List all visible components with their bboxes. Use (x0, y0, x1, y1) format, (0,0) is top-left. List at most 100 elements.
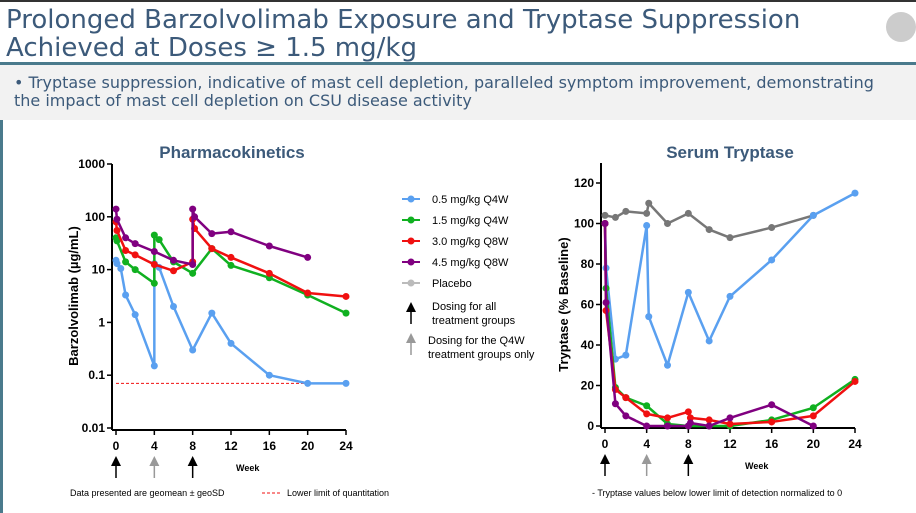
y-tick-label: 40 (581, 338, 595, 352)
data-point (208, 309, 216, 317)
data-point (705, 422, 713, 430)
legend-label: 1.5 mg/kg Q4W (432, 215, 509, 227)
data-point (112, 205, 120, 213)
data-point (208, 230, 216, 238)
y-tick-label: 0.01 (82, 421, 106, 435)
data-point (684, 288, 692, 296)
data-point (726, 420, 734, 428)
data-point (643, 209, 651, 217)
data-point (113, 215, 121, 223)
legend-dose-all: Dosing for all (432, 301, 496, 313)
y-tick-label: 20 (581, 379, 595, 393)
data-point (768, 256, 776, 264)
data-point (851, 377, 859, 385)
data-point (304, 289, 312, 297)
data-point (131, 251, 139, 259)
footnote-lloq: Lower limit of quantitation (287, 488, 389, 498)
data-point (113, 237, 121, 245)
legend-dose-q4w: Dosing for the Q4W (428, 335, 525, 347)
left-accent-bar (0, 120, 3, 513)
dosing-arrow-icon (111, 456, 121, 466)
dosing-all-arrow-icon (406, 302, 416, 312)
data-point (150, 279, 158, 287)
series-line (603, 223, 814, 428)
data-point (622, 412, 630, 420)
legend-label: 0.5 mg/kg Q4W (432, 194, 509, 206)
x-tick-label: 0 (113, 439, 120, 453)
data-point (150, 248, 158, 256)
data-point (227, 339, 235, 347)
data-point (170, 267, 177, 275)
x-tick-label: 4 (151, 439, 158, 453)
x-tick-label: 4 (643, 437, 650, 451)
data-point (611, 213, 619, 221)
legend-label: Placebo (432, 278, 472, 290)
data-point (768, 401, 776, 409)
y-tick-label: 60 (581, 298, 595, 312)
data-point (645, 313, 653, 321)
data-point (342, 292, 350, 300)
data-point (622, 351, 630, 359)
data-point (342, 379, 350, 387)
y-axis-label: Tryptase (% Baseline) (556, 237, 571, 371)
data-point (122, 291, 130, 299)
x-tick-label: 8 (685, 437, 692, 451)
data-point (601, 211, 609, 219)
y-tick-label: 1000 (78, 157, 105, 171)
dosing-q4w-arrow-icon (406, 333, 416, 343)
data-point (155, 236, 163, 244)
data-point (622, 394, 630, 402)
series-line (114, 233, 347, 315)
y-tick-label: 1 (98, 315, 105, 329)
data-point (131, 240, 139, 248)
data-point (768, 224, 776, 232)
data-point (643, 222, 651, 230)
x-tick-label: 16 (765, 437, 779, 451)
data-point (705, 416, 713, 424)
data-point (170, 303, 177, 311)
data-point (768, 418, 776, 426)
data-point (342, 309, 350, 317)
data-point (113, 227, 121, 235)
legend-label: 3.0 mg/kg Q8W (432, 236, 509, 248)
legend-marker (407, 216, 415, 224)
data-point (150, 231, 158, 239)
data-point (851, 189, 859, 197)
x-tick-label: 20 (301, 439, 315, 453)
dosing-arrow-icon (187, 456, 198, 466)
legend-dose-all-2: treatment groups (432, 315, 516, 327)
data-point (664, 361, 671, 369)
data-point (304, 253, 312, 261)
data-point (189, 205, 197, 213)
data-point (809, 422, 817, 430)
data-point (686, 419, 694, 427)
chart-title: Pharmacokinetics (159, 143, 305, 162)
legend-marker (407, 279, 415, 287)
data-point (705, 226, 713, 234)
dosing-arrow-icon (683, 454, 694, 464)
bullet-band (0, 65, 916, 120)
x-tick-label: 24 (848, 437, 862, 451)
y-axis-label: Barzolvolimab (µg/mL) (66, 226, 81, 366)
chart-title: Serum Tryptase (666, 143, 794, 162)
legend-marker (407, 237, 415, 245)
data-point (601, 220, 609, 227)
footnote-left: Data presented are geomean ± geoSD (70, 488, 225, 498)
data-point (189, 346, 197, 354)
x-axis-label: Week (745, 461, 769, 471)
data-point (227, 228, 235, 236)
logo-mark (886, 12, 916, 42)
x-tick-label: 16 (263, 439, 277, 453)
y-tick-label: 120 (574, 176, 594, 190)
data-point (208, 245, 216, 253)
legend-dose-q4w-2: treatment groups only (428, 349, 535, 361)
summary-bullet: • Tryptase suppression, indicative of ma… (14, 73, 874, 110)
data-point (664, 220, 671, 227)
data-point (189, 269, 197, 277)
y-tick-label: 0 (587, 419, 594, 433)
dosing-arrow-icon (641, 454, 652, 464)
dosing-arrow-icon (149, 456, 160, 466)
data-point (726, 414, 734, 422)
company-logo (880, 12, 916, 60)
